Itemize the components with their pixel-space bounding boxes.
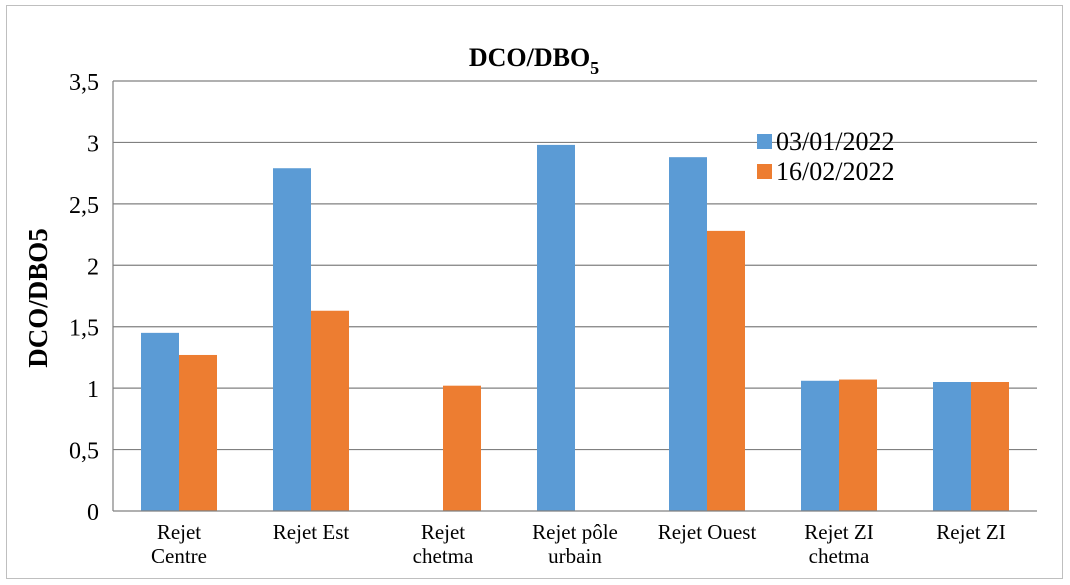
y-tick-label: 1 xyxy=(87,377,99,403)
x-tick-label: Rejet Est xyxy=(273,520,350,544)
y-tick-label: 1,5 xyxy=(69,316,99,342)
bar-series-1 xyxy=(273,168,311,511)
y-tick-label: 3,5 xyxy=(69,70,99,96)
x-tick-label: Rejet ZI chetma xyxy=(804,520,873,568)
legend-swatch xyxy=(757,164,772,179)
bar-series-1 xyxy=(141,332,179,511)
bar-chart: 0 0,5 1 1,5 2 2,5 3 3,5 Rejet Centre Rejet Est Reje… xyxy=(23,43,1037,568)
x-tick-label: Rejet pôle urbain xyxy=(532,520,618,568)
bar-series-2 xyxy=(311,310,349,511)
bars xyxy=(141,144,1009,511)
bar-series-2 xyxy=(971,382,1009,511)
bar-series-2 xyxy=(707,230,745,511)
y-tick-label: 0,5 xyxy=(69,439,99,465)
axes: 0 0,5 1 1,5 2 2,5 3 3,5 Rejet Centre Rejet Est Reje… xyxy=(69,70,1037,568)
chart-frame: 0 0,5 1 1,5 2 2,5 3 3,5 Rejet Centre Rejet Est Reje… xyxy=(6,5,1063,579)
bar-series-1 xyxy=(801,380,839,511)
chart-title-main: DCO/DBO xyxy=(469,43,590,72)
legend-label: 16/02/2022 xyxy=(776,157,894,186)
x-tick-label: Rejet ZI xyxy=(936,520,1005,544)
bar-series-2 xyxy=(839,379,877,511)
chart-title: DCO/DBO5 xyxy=(469,43,599,78)
y-tick-label: 2,5 xyxy=(69,193,99,219)
y-axis-label: DCO/DBO5 xyxy=(23,228,53,368)
y-tick-label: 0 xyxy=(87,500,99,526)
y-tick-label: 2 xyxy=(87,254,99,280)
chart-title-subscript: 5 xyxy=(590,58,599,78)
bar-series-1 xyxy=(537,144,575,511)
bar-series-1 xyxy=(933,382,971,511)
bar-series-1 xyxy=(669,157,707,511)
x-tick-label: Rejet Ouest xyxy=(658,520,757,544)
x-tick-label: Rejet chetma xyxy=(413,520,474,568)
legend-label: 03/01/2022 xyxy=(776,127,894,156)
bar-series-2 xyxy=(179,354,217,511)
legend-swatch xyxy=(757,134,772,149)
x-tick-label: Rejet Centre xyxy=(151,520,207,568)
y-tick-label: 3 xyxy=(87,131,99,157)
bar-series-2 xyxy=(443,385,481,511)
